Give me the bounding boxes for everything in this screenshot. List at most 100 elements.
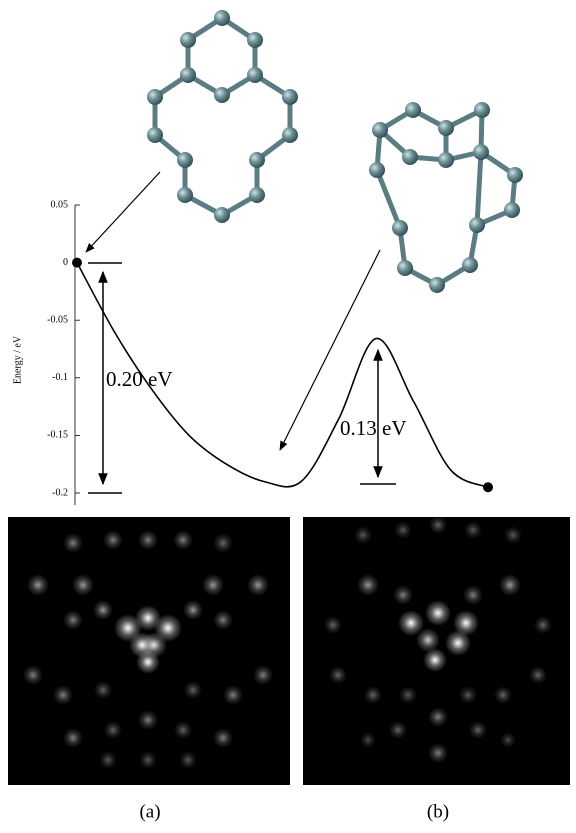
spot — [425, 600, 451, 626]
y-tick-label: -0.15 — [47, 430, 68, 441]
y-tick-label: -0.05 — [47, 314, 68, 325]
spot — [399, 686, 417, 704]
spot — [247, 574, 269, 596]
atom — [214, 87, 230, 103]
spot — [534, 616, 552, 634]
spot — [99, 751, 117, 769]
atom — [249, 187, 265, 203]
spot — [136, 650, 160, 674]
spot — [394, 521, 412, 539]
atom — [147, 89, 163, 105]
spot — [174, 721, 192, 739]
spot — [179, 751, 197, 769]
spot — [213, 533, 233, 553]
spot — [494, 686, 512, 704]
atom — [282, 127, 298, 143]
atom — [397, 260, 413, 276]
spot — [93, 600, 113, 620]
spot — [324, 616, 342, 634]
spot — [213, 728, 233, 748]
spot — [357, 574, 379, 596]
atom — [282, 89, 298, 105]
spot — [429, 516, 447, 534]
spot — [173, 530, 193, 550]
y-tick-label: 0.05 — [51, 199, 69, 210]
spot — [184, 681, 202, 699]
spot — [63, 533, 83, 553]
atom — [507, 167, 523, 183]
caption: (a) — [139, 801, 160, 822]
state-point — [72, 258, 82, 268]
spot — [445, 630, 471, 656]
spot — [393, 585, 413, 605]
spot — [23, 665, 43, 685]
spot — [104, 721, 122, 739]
spot — [463, 585, 483, 605]
spot — [72, 574, 94, 596]
spot — [103, 530, 123, 550]
spot — [202, 574, 224, 596]
spot — [354, 526, 372, 544]
atom — [402, 149, 418, 165]
atom — [177, 187, 193, 203]
spot — [459, 686, 477, 704]
atom — [180, 67, 196, 83]
atom — [438, 152, 454, 168]
atom — [249, 152, 265, 168]
atom — [369, 162, 385, 178]
spot — [423, 648, 447, 672]
spot — [529, 666, 547, 684]
spot — [139, 751, 157, 769]
spot — [428, 707, 448, 727]
spot — [223, 685, 243, 705]
spot — [504, 526, 522, 544]
molecule-b — [369, 102, 523, 293]
spot — [389, 721, 407, 739]
spot — [63, 610, 83, 630]
atom — [247, 67, 263, 83]
bond — [477, 152, 481, 225]
spot — [360, 732, 376, 748]
spot — [364, 686, 382, 704]
annotation: 0.13 eV — [340, 416, 407, 440]
spot — [253, 665, 273, 685]
atom — [180, 32, 196, 48]
y-tick-label: -0.2 — [52, 487, 68, 498]
atom — [438, 120, 454, 136]
spot — [183, 600, 203, 620]
spot — [138, 530, 158, 550]
y-tick-label: 0 — [63, 257, 68, 268]
spot — [469, 721, 487, 739]
bond — [377, 170, 400, 228]
y-tick-label: -0.1 — [52, 372, 68, 383]
spot — [500, 732, 516, 748]
spot — [499, 574, 521, 596]
atom — [214, 10, 230, 26]
atom — [474, 102, 490, 118]
spot — [329, 666, 347, 684]
figure: Energy / eV 0.20 eV 0.13 eV (a) (b) 0.05… — [0, 0, 576, 833]
spot — [94, 681, 112, 699]
atom — [247, 32, 263, 48]
spot — [464, 521, 482, 539]
atom — [147, 127, 163, 143]
spot — [27, 574, 49, 596]
spot — [213, 610, 233, 630]
state-point — [483, 482, 493, 492]
atom — [504, 202, 520, 218]
atom — [469, 217, 485, 233]
atom — [177, 152, 193, 168]
atom — [392, 220, 408, 236]
page: {"chart_data": {"type": "line", "ylabel"… — [0, 0, 576, 833]
atom — [462, 257, 478, 273]
atom — [473, 144, 489, 160]
spot — [53, 685, 73, 705]
molecule-a — [147, 10, 298, 223]
atom — [429, 277, 445, 293]
atom — [372, 122, 388, 138]
spot — [138, 710, 158, 730]
spot — [63, 728, 83, 748]
atom — [214, 207, 230, 223]
pointer-arrow — [86, 172, 160, 252]
atom — [405, 102, 421, 118]
